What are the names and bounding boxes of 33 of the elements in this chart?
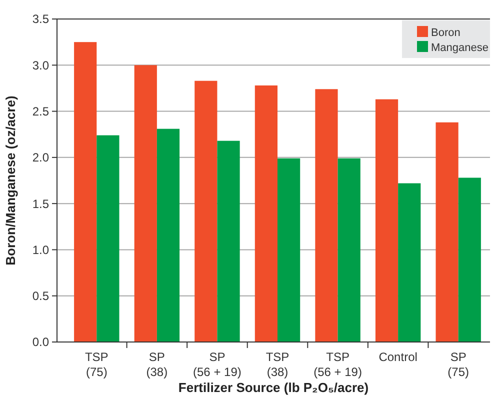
y-tick-label: 2.5 — [32, 104, 50, 118]
y-tick-label: 1.0 — [32, 242, 50, 257]
legend-label: Boron — [431, 26, 460, 39]
y-tick-label: 3.0 — [32, 58, 50, 72]
y-axis-title: Boron/Manganese (oz/acre) — [3, 96, 18, 266]
y-tick-label: 0.0 — [32, 335, 50, 350]
bar — [278, 158, 300, 342]
x-tick-label: SP (38) — [146, 350, 168, 379]
bar — [338, 158, 360, 342]
bar — [74, 42, 97, 342]
x-tick-label: SP (56 + 19) — [193, 350, 242, 379]
x-tick-label: TSP (56 + 19) — [314, 350, 362, 379]
y-tick-label: 0.5 — [32, 289, 50, 304]
x-tick-label: Control — [378, 350, 418, 364]
bar — [458, 178, 481, 342]
bar — [156, 128, 180, 342]
bar — [134, 65, 157, 342]
bar — [96, 135, 120, 342]
y-tick-label: 1.5 — [32, 196, 50, 211]
legend-label: Manganese — [431, 42, 488, 54]
x-tick-label: TSP (75) — [84, 350, 108, 379]
bar — [254, 85, 278, 342]
y-tick-label: 2.0 — [32, 150, 50, 165]
y-tick-label: 3.5 — [32, 12, 50, 26]
bar — [217, 140, 240, 342]
x-tick-label: TSP (38) — [266, 350, 290, 379]
bar — [436, 122, 458, 342]
bar — [375, 99, 398, 342]
bar — [315, 89, 338, 342]
x-axis-title: Fertilizer Source (lb P₂O₅/acre) — [178, 380, 369, 395]
bar — [398, 183, 421, 342]
x-tick-label: SP (75) — [448, 350, 470, 379]
bar — [194, 80, 218, 342]
